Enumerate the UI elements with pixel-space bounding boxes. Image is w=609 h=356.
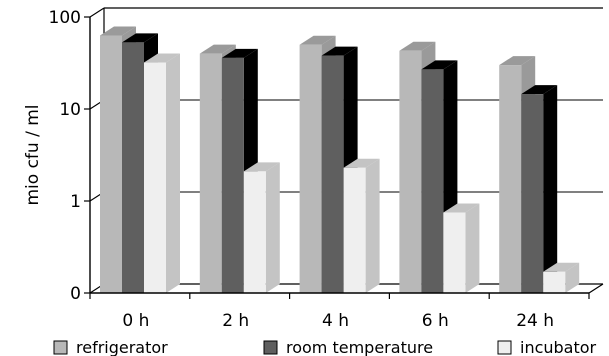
y-tick-label: 1 <box>70 192 81 212</box>
bar-side <box>465 203 480 293</box>
legend-swatch <box>53 340 68 355</box>
bar-top <box>343 158 380 168</box>
bar-top <box>243 162 280 172</box>
bar-front <box>221 57 244 293</box>
bars <box>100 26 580 294</box>
legend-item-incubator: incubator <box>497 338 597 356</box>
x-tick-labels: 0 h 2 h 4 h 6 h 24 h <box>122 311 554 331</box>
legend-label: incubator <box>520 338 597 356</box>
bar-incubator-24h <box>543 262 580 293</box>
bar-front <box>199 53 222 294</box>
legend-label: room temperature <box>286 338 433 356</box>
bar-front <box>243 171 266 293</box>
bar-front <box>499 65 522 293</box>
bar-side <box>166 53 180 294</box>
y-tick-labels: 0 1 10 100 <box>49 8 81 304</box>
bar-front <box>421 69 444 293</box>
bar-top <box>443 203 480 213</box>
x-tick-label: 0 h <box>122 311 149 331</box>
bar-incubator-4h <box>343 158 380 293</box>
y-tick-label: 10 <box>59 100 81 120</box>
y-axis-title: mio cfu / ml <box>23 104 43 205</box>
bar-front <box>343 167 366 293</box>
bar-front <box>399 50 422 293</box>
y-tick-label: 0 <box>70 284 81 304</box>
bar-top <box>543 262 580 272</box>
bar-top <box>321 46 358 56</box>
bar-top <box>199 44 236 54</box>
bar-incubator-2h <box>243 162 280 293</box>
y-tick-label: 100 <box>49 8 81 28</box>
bar-front <box>321 55 344 293</box>
bar-front <box>521 94 544 293</box>
bar-front <box>299 44 322 293</box>
gridline-depth-connector <box>89 7 105 18</box>
bar-side <box>265 162 280 293</box>
bar-top <box>144 53 180 63</box>
bar-front <box>543 271 566 293</box>
bar-front <box>122 42 144 293</box>
bar-side <box>365 158 380 293</box>
bar-side <box>543 85 558 293</box>
legend-item-room-temperature: room temperature <box>263 338 433 356</box>
bar-top <box>100 26 136 36</box>
bar-incubator-0h <box>144 53 180 294</box>
bar-top <box>399 41 436 51</box>
legend: refrigerator room temperature incubator <box>53 338 597 356</box>
bar-top <box>499 56 536 66</box>
bar-top <box>521 85 558 95</box>
bar-top <box>421 60 458 70</box>
x-tick-label: 24 h <box>516 311 554 331</box>
legend-swatch <box>263 340 278 355</box>
legend-swatch <box>497 340 512 355</box>
legend-item-refrigerator: refrigerator <box>53 338 168 356</box>
bar-top <box>299 35 336 45</box>
bar-side <box>565 262 580 293</box>
bar-room-temperature-24h <box>521 85 558 293</box>
x-tick-label: 4 h <box>322 311 349 331</box>
bar-front <box>100 35 122 294</box>
bar-incubator-6h <box>443 203 480 293</box>
floor-right-edge <box>588 283 604 294</box>
axes <box>84 16 590 299</box>
bar-top <box>122 33 158 43</box>
bar-front <box>443 212 466 293</box>
x-tick-label: 2 h <box>222 311 249 331</box>
legend-label: refrigerator <box>76 338 168 356</box>
bar-top <box>221 48 258 58</box>
x-tick-label: 6 h <box>422 311 449 331</box>
bar-front <box>144 62 166 294</box>
